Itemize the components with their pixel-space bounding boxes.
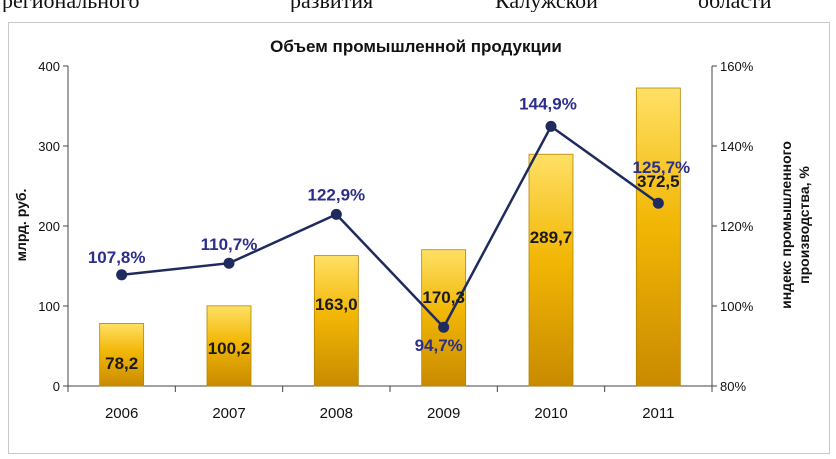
bar-value-label: 163,0 <box>315 295 358 314</box>
y2-tick-label: 80% <box>720 379 746 394</box>
header-word-2: развития <box>290 0 373 12</box>
bar-value-label: 78,2 <box>105 354 138 373</box>
header-word-1: регионального <box>2 0 140 12</box>
bar <box>206 305 252 387</box>
y-tick-label: 200 <box>38 219 60 234</box>
bar <box>421 249 467 387</box>
y-axis-label: млрд. руб. <box>13 189 29 262</box>
line-series <box>116 120 664 333</box>
x-tick-label: 2006 <box>105 405 138 422</box>
bar-value-label: 170,3 <box>422 288 465 307</box>
index-value-label: 122,9% <box>307 185 365 204</box>
bar <box>528 153 574 387</box>
y2-tick-label: 120% <box>720 219 754 234</box>
header-word-3: Калужской <box>495 0 598 12</box>
index-value-label: 107,8% <box>88 248 146 267</box>
index-value-label: 94,7% <box>415 336 463 355</box>
index-value-label: 110,7% <box>201 235 258 254</box>
y2-tick-label: 140% <box>720 139 754 154</box>
index-line <box>121 124 660 330</box>
bar-series <box>99 87 681 387</box>
y-tick-label: 400 <box>38 59 60 74</box>
index-point <box>438 321 450 333</box>
data-labels: 78,2 100,2 163,0 170,3 289,7 372,5 107,8% 110,7… <box>88 94 690 373</box>
y2-tick-label: 160% <box>720 59 754 74</box>
index-value-label: 144,9% <box>519 94 577 113</box>
bar <box>313 255 359 387</box>
y2-axis-label-line2: производства, % <box>796 166 812 284</box>
header-word-4: области <box>698 0 772 12</box>
bar-value-label: 289,7 <box>530 228 573 247</box>
bar <box>99 323 145 387</box>
axes: 0 100 200 300 400 80% 100% 120% 140% 160% 2006 2007… <box>38 59 753 422</box>
x-tick-label: 2010 <box>534 405 567 422</box>
index-point <box>116 269 128 281</box>
header-text-fragment: регионального развития Калужской области <box>0 0 836 12</box>
x-tick-label: 2011 <box>642 405 674 422</box>
x-tick-label: 2008 <box>320 405 353 422</box>
y-tick-label: 300 <box>38 139 60 154</box>
index-point <box>330 208 342 220</box>
bar-value-label: 100,2 <box>208 339 251 358</box>
y2-axis-label-line1: индекс промышленного <box>778 141 794 309</box>
chart-frame <box>8 22 830 454</box>
x-tick-label: 2007 <box>212 405 245 422</box>
y-tick-label: 0 <box>53 379 60 394</box>
chart-title: Объем промышленной продукции <box>270 37 562 56</box>
index-point <box>223 257 235 269</box>
bar-value-label: 372,5 <box>637 172 680 191</box>
index-point <box>545 120 557 132</box>
x-tick-label: 2009 <box>427 405 460 422</box>
index-value-label: 125,7% <box>632 158 690 177</box>
index-point <box>652 197 664 209</box>
bar <box>635 87 681 387</box>
y2-tick-label: 100% <box>720 299 754 314</box>
y-tick-label: 100 <box>38 299 60 314</box>
